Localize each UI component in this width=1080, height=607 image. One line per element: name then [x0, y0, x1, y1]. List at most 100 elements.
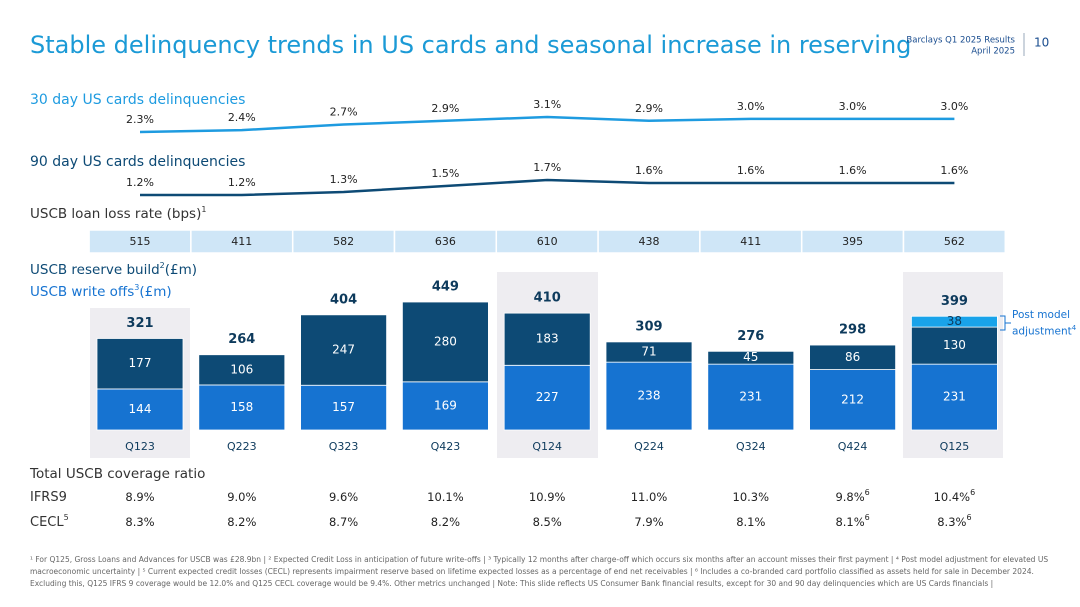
cell-value: 8.3%6​	[937, 513, 971, 529]
cell-value: 411	[740, 235, 761, 248]
cell-value: 582	[333, 235, 354, 248]
segment-label: 247	[332, 343, 355, 357]
data-label: 1.2%	[126, 176, 154, 189]
footnote-ref: 2	[160, 261, 165, 270]
line-title: 30 day US cards delinquencies	[30, 92, 245, 108]
data-label: 2.4%	[228, 111, 256, 124]
data-label: 2.7%	[330, 106, 358, 119]
x-tick-label: Q124	[532, 440, 562, 453]
text-part: 8.2%	[431, 515, 460, 529]
data-label: 2.9%	[431, 102, 459, 115]
text-part: 10.3%	[733, 490, 770, 504]
cell-value: 8.2%	[227, 515, 256, 529]
x-tick-label: Q125	[940, 440, 970, 453]
bracket	[1000, 315, 1011, 331]
data-label: 1.6%	[940, 164, 968, 177]
footnote: macroeconomic uncertainty | ⁵ Current ex…	[30, 567, 1034, 576]
text-part: 7.9%	[634, 515, 663, 529]
cell-value: 395	[842, 235, 863, 248]
footnote-ref: 6	[865, 513, 870, 522]
data-label: 1.6%	[635, 164, 663, 177]
segment-label: 144	[129, 402, 152, 416]
data-label: 2.9%	[635, 102, 663, 115]
x-tick-label: Q323	[329, 440, 359, 453]
footnotes: ¹ For Q125, Gross Loans and Advances for…	[30, 554, 1060, 590]
text-part: 9.6%	[329, 490, 358, 504]
segment-label: 38	[947, 314, 962, 328]
data-label: 1.6%	[737, 164, 765, 177]
bar-segment	[809, 369, 896, 431]
total-label: 321	[126, 316, 153, 331]
text-part: IFRS9	[30, 490, 67, 505]
x-tick-label: Q324	[736, 440, 766, 453]
segment-label: 169	[434, 398, 457, 412]
cell-value: 8.7%	[329, 515, 358, 529]
text-part: 9.0%	[227, 490, 256, 504]
cell-value: 9.8%6​	[835, 488, 869, 504]
bar-segment	[809, 344, 896, 370]
bar-segment	[300, 314, 388, 386]
text-part: 8.1%	[835, 515, 864, 529]
text-part: CECL	[30, 515, 64, 530]
bar-segment	[707, 350, 795, 365]
bar-segment	[911, 315, 998, 328]
data-label: 3.0%	[839, 100, 867, 113]
text-part: 10.1%	[427, 490, 464, 504]
bar-segment	[605, 341, 693, 363]
footnote-ref: 3	[134, 283, 139, 292]
segment-label: 227	[536, 390, 559, 404]
data-label: 1.2%	[228, 176, 256, 189]
cell-value: 8.2%	[431, 515, 460, 529]
data-label: 1.3%	[330, 173, 358, 186]
table-cell	[902, 229, 1007, 254]
x-tick-label: Q423	[431, 440, 461, 453]
segment-label: 231	[943, 390, 966, 404]
row-label: CECL5​	[30, 513, 69, 530]
cell-value: 8.1%	[736, 515, 765, 529]
date: April 2025	[971, 47, 1015, 57]
data-label: 3.0%	[737, 100, 765, 113]
bar-segment	[96, 388, 184, 431]
cell-value: 8.5%	[533, 515, 562, 529]
footnote-ref: 6	[970, 488, 975, 497]
data-label: 3.1%	[533, 98, 561, 111]
cell-value: 10.9%	[529, 490, 566, 504]
total-label: 410	[534, 291, 561, 306]
text-part: 10.9%	[529, 490, 566, 504]
legend-label: USCB write offs3​(£m)	[30, 283, 172, 301]
segment-label: 71	[641, 345, 656, 359]
bar-segment	[198, 354, 286, 386]
data-label: 1.7%	[533, 161, 561, 174]
total-label: 399	[941, 294, 968, 309]
cell-value: 562	[944, 235, 965, 248]
bar-segment	[198, 384, 286, 431]
text-part: 8.3%	[125, 515, 154, 529]
footnote-ref: 5	[64, 513, 69, 522]
segment-label: 157	[332, 400, 355, 414]
footnote-ref: 4	[1071, 324, 1077, 332]
bar-segment	[503, 312, 591, 366]
bar-segment	[401, 381, 489, 431]
total-label: 264	[228, 332, 255, 347]
cell-value: 8.1%6​	[835, 513, 869, 529]
row-label: IFRS9	[30, 490, 67, 505]
footnote-ref: 6	[865, 488, 870, 497]
data-label: 2.3%	[126, 113, 154, 126]
line	[139, 115, 955, 134]
slide-title: Stable delinquency trends in US cards an…	[30, 31, 911, 59]
total-label: 404	[330, 292, 357, 307]
segment-label: 280	[434, 334, 457, 348]
cell-value: 438	[639, 235, 660, 248]
bar-segment	[300, 384, 388, 431]
segment-label: 177	[129, 356, 152, 370]
cell-value: 10.3%	[733, 490, 770, 504]
footnote: ¹ For Q125, Gross Loans and Advances for…	[30, 555, 1049, 564]
segment-label: 238	[638, 389, 661, 403]
cell-value: 636	[435, 235, 456, 248]
bar-segment	[911, 326, 998, 365]
line-title: 90 day US cards delinquencies	[30, 154, 245, 170]
cell-value: 10.1%	[427, 490, 464, 504]
bar-segment	[605, 361, 693, 431]
